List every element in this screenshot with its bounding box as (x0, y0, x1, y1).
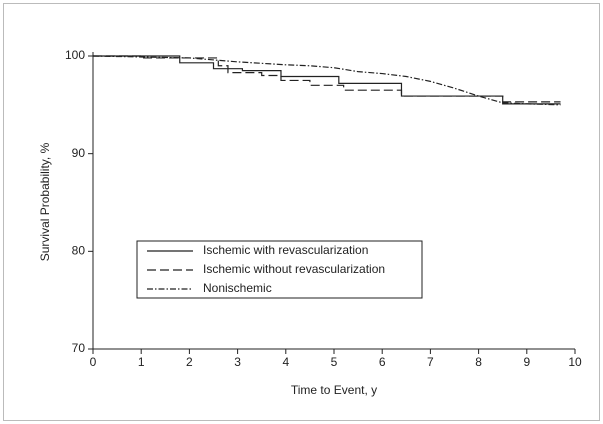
legend-label: Ischemic without revascularization (203, 262, 385, 276)
survival-curve (93, 55, 561, 105)
x-tick-label: 4 (282, 355, 289, 369)
legend-label: Nonischemic (203, 281, 272, 295)
y-tick-label: 100 (65, 48, 85, 62)
x-tick-label: 0 (90, 355, 97, 369)
y-tick-label: 80 (72, 244, 86, 258)
y-tick-label: 90 (72, 146, 86, 160)
x-tick-label: 2 (186, 355, 193, 369)
y-axis-title: Survival Probability, % (38, 142, 52, 261)
legend-label: Ischemic with revascularization (203, 243, 368, 257)
x-axis-title: Time to Event, y (291, 383, 377, 397)
x-tick-label: 9 (523, 355, 530, 369)
survival-curve (92, 55, 561, 106)
x-tick-label: 6 (379, 355, 386, 369)
x-tick-label: 7 (427, 355, 434, 369)
x-tick-label: 5 (331, 355, 338, 369)
y-tick-label: 70 (72, 341, 86, 355)
x-tick-label: 3 (234, 355, 241, 369)
frame (3, 3, 600, 421)
x-tick-label: 8 (475, 355, 482, 369)
survival-curve (93, 55, 561, 103)
x-tick-label: 1 (138, 355, 145, 369)
x-tick-label: 10 (568, 355, 582, 369)
